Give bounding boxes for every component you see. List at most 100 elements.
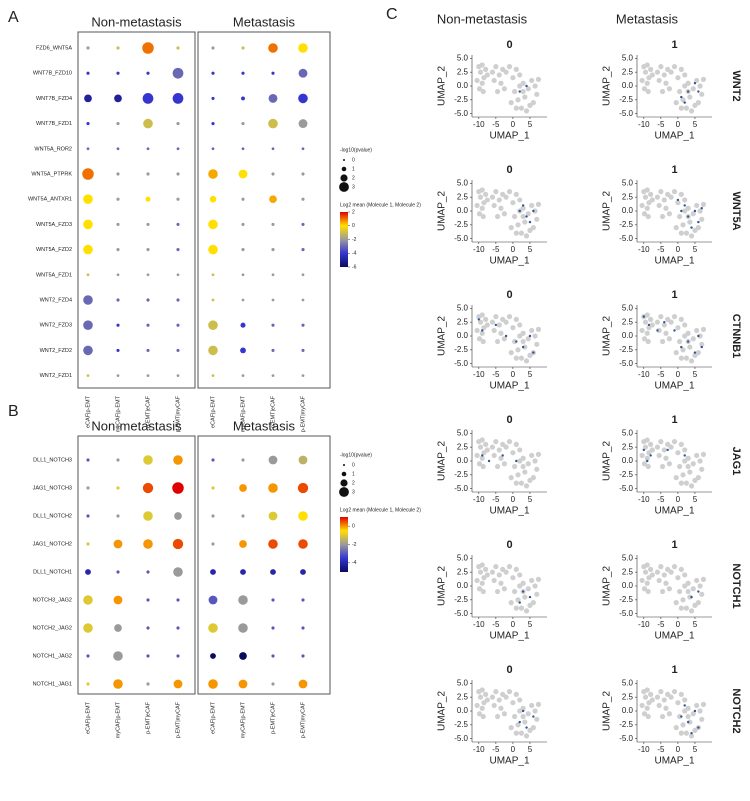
background-cell: [477, 569, 484, 575]
expressing-cell: [525, 84, 528, 88]
background-cell: [518, 230, 525, 236]
row-label: WNT5A_FZD3: [36, 222, 72, 228]
dot: [145, 196, 151, 202]
background-cell: [682, 322, 688, 328]
background-cell: [513, 566, 519, 572]
background-cell: [529, 327, 535, 334]
dot: [146, 682, 150, 686]
background-cell: [682, 697, 688, 703]
background-cell: [493, 314, 499, 320]
background-cell: [483, 691, 489, 697]
y-tick-label: 2.5: [457, 317, 469, 326]
background-cell: [489, 319, 496, 325]
x-tick-label: 5: [693, 370, 698, 379]
dot: [241, 374, 245, 377]
x-tick-label: -5: [657, 120, 665, 129]
background-cell: [508, 225, 514, 231]
background-cell: [508, 600, 514, 606]
background-cell: [534, 216, 540, 222]
row-label: JAG1_NOTCH2: [33, 541, 72, 547]
y-tick-label: -5.0: [619, 484, 633, 493]
y-tick-label: 5.0: [457, 678, 469, 687]
background-cell: [654, 194, 661, 200]
background-cell: [513, 730, 519, 736]
background-cell: [644, 455, 650, 461]
y-tick-label: 0.0: [622, 706, 634, 715]
color-tick-label: 0: [352, 223, 355, 229]
dot: [143, 539, 153, 549]
dot: [83, 595, 93, 605]
dot: [83, 194, 93, 204]
column-label: p-EMT|myCAF: [175, 395, 181, 432]
dot: [174, 512, 182, 520]
background-cell: [673, 725, 679, 731]
dot: [211, 486, 215, 490]
background-cell: [476, 86, 483, 92]
background-cell: [663, 705, 669, 711]
dot: [271, 172, 275, 176]
background-cell: [479, 437, 485, 443]
x-tick-label: -5: [492, 620, 500, 629]
expressing-cell: [680, 715, 683, 718]
background-cell: [503, 69, 509, 75]
expressing-cell: [504, 334, 508, 338]
background-cell: [699, 91, 705, 97]
background-cell: [515, 597, 521, 603]
row-label: WNT5A_ANTXR1: [28, 197, 72, 203]
dot: [241, 46, 245, 50]
background-cell: [649, 572, 655, 578]
y-tick-label: 5.0: [457, 178, 469, 187]
x-axis-label: UMAP_1: [654, 506, 694, 517]
expressing-cell: [697, 726, 700, 729]
dot: [211, 273, 215, 277]
background-cell: [690, 711, 696, 717]
dot: [208, 169, 218, 179]
y-tick-label: -5.0: [454, 609, 468, 618]
background-cell: [515, 472, 521, 478]
background-cell: [517, 83, 523, 89]
background-cell: [663, 80, 669, 86]
background-cell: [671, 64, 678, 70]
x-tick-label: 5: [693, 245, 698, 254]
background-cell: [678, 191, 684, 197]
dot: [116, 222, 120, 226]
y-tick-label: -5.0: [619, 359, 633, 368]
dot: [238, 679, 248, 689]
background-cell: [520, 713, 526, 720]
plot-title: 0: [506, 39, 512, 51]
background-cell: [697, 333, 703, 339]
dot: [143, 511, 153, 521]
background-cell: [525, 336, 531, 342]
gene-label: WNT5A: [730, 191, 742, 230]
y-tick-label: 0.0: [457, 456, 469, 465]
size-legend-dot: [343, 159, 345, 161]
size-legend-dot: [341, 471, 347, 477]
background-cell: [513, 605, 519, 611]
y-tick-label: -2.5: [454, 345, 468, 354]
dot: [173, 455, 183, 465]
x-axis-label: UMAP_1: [489, 506, 529, 517]
dot: [301, 654, 305, 658]
background-cell: [477, 319, 484, 325]
background-cell: [678, 230, 684, 236]
dot: [146, 298, 150, 302]
background-cell: [675, 575, 681, 581]
background-cell: [527, 727, 533, 733]
background-cell: [663, 330, 669, 336]
background-cell: [513, 480, 519, 486]
expressing-cell: [481, 454, 484, 457]
expressing-cell: [683, 101, 686, 104]
dot: [211, 46, 215, 50]
y-tick-label: -2.5: [619, 595, 633, 604]
background-cell: [520, 463, 526, 470]
background-cell: [692, 727, 698, 733]
dot: [211, 71, 215, 75]
expressing-cell: [521, 590, 525, 593]
row-label: NOTCH3_JAG2: [33, 597, 72, 603]
background-cell: [501, 711, 507, 717]
background-cell: [682, 72, 688, 78]
background-cell: [474, 577, 480, 584]
dot: [268, 511, 278, 521]
background-cell: [687, 719, 693, 725]
background-cell: [510, 325, 516, 331]
